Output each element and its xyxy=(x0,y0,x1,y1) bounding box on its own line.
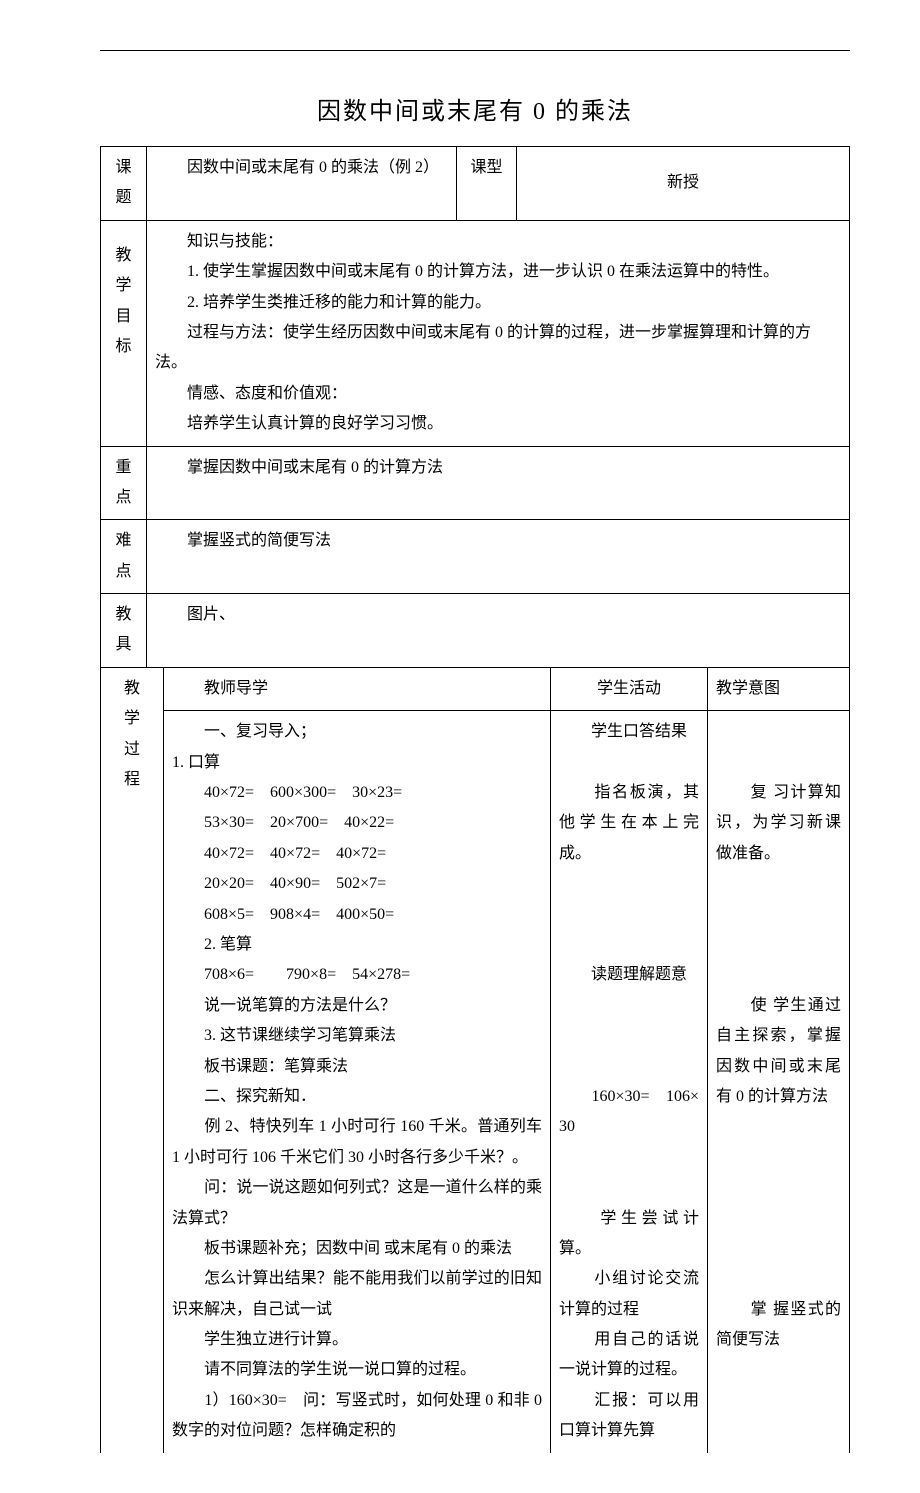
label-tools: 教具 xyxy=(101,594,147,668)
label-goals: 教学目标 xyxy=(101,220,147,446)
label-process: 教学过程 xyxy=(101,668,164,1453)
keypoint-text: 掌握因数中间或末尾有 0 的计算方法 xyxy=(147,446,850,520)
row-topic: 课题 因数中间或末尾有 0 的乘法（例 2） 课型 新授 xyxy=(101,147,850,221)
label-topic: 课题 xyxy=(101,147,147,221)
page-title: 因数中间或末尾有 0 的乘法 xyxy=(100,91,850,126)
row-tools: 教具 图片、 xyxy=(101,594,850,668)
row-keypoint: 重点 掌握因数中间或末尾有 0 的计算方法 xyxy=(101,446,850,520)
tools-text: 图片、 xyxy=(147,594,850,668)
label-difficulty: 难点 xyxy=(101,520,147,594)
label-keypoint: 重点 xyxy=(101,446,147,520)
type-text: 新授 xyxy=(517,147,850,221)
header-teacher: 教师导学 xyxy=(164,668,551,711)
lesson-table: 课题 因数中间或末尾有 0 的乘法（例 2） 课型 新授 教学目标 知识与技能：… xyxy=(100,146,850,668)
row-goals: 教学目标 知识与技能： 1. 使学生掌握因数中间或末尾有 0 的计算方法，进一步… xyxy=(101,220,850,446)
header-student: 学生活动 xyxy=(551,668,708,711)
goals-body: 知识与技能： 1. 使学生掌握因数中间或末尾有 0 的计算方法，进一步认识 0 … xyxy=(147,220,850,446)
teacher-body: 一、复习导入； 1. 口算 40×72= 600×300= 30×23= 53×… xyxy=(164,711,551,1453)
topic-text: 因数中间或末尾有 0 的乘法（例 2） xyxy=(147,147,457,221)
process-body-row: 一、复习导入； 1. 口算 40×72= 600×300= 30×23= 53×… xyxy=(101,711,850,1453)
intent-body: 复 习计算知识，为学习新课做准备。 使 学生通过自主探索，掌握因数中间或末尾有 … xyxy=(708,711,850,1453)
top-rule xyxy=(100,50,850,51)
process-table: 教学过程 教师导学 学生活动 教学意图 一、复习导入； 1. 口算 40×72=… xyxy=(100,668,850,1453)
student-body: 学生口答结果 指名板演，其他学生在本上完成。 读题理解题意 160×30= 10… xyxy=(551,711,708,1453)
header-intent: 教学意图 xyxy=(708,668,850,711)
row-difficulty: 难点 掌握竖式的简便写法 xyxy=(101,520,850,594)
process-header-row: 教学过程 教师导学 学生活动 教学意图 xyxy=(101,668,850,711)
difficulty-text: 掌握竖式的简便写法 xyxy=(147,520,850,594)
label-type: 课型 xyxy=(457,147,517,221)
